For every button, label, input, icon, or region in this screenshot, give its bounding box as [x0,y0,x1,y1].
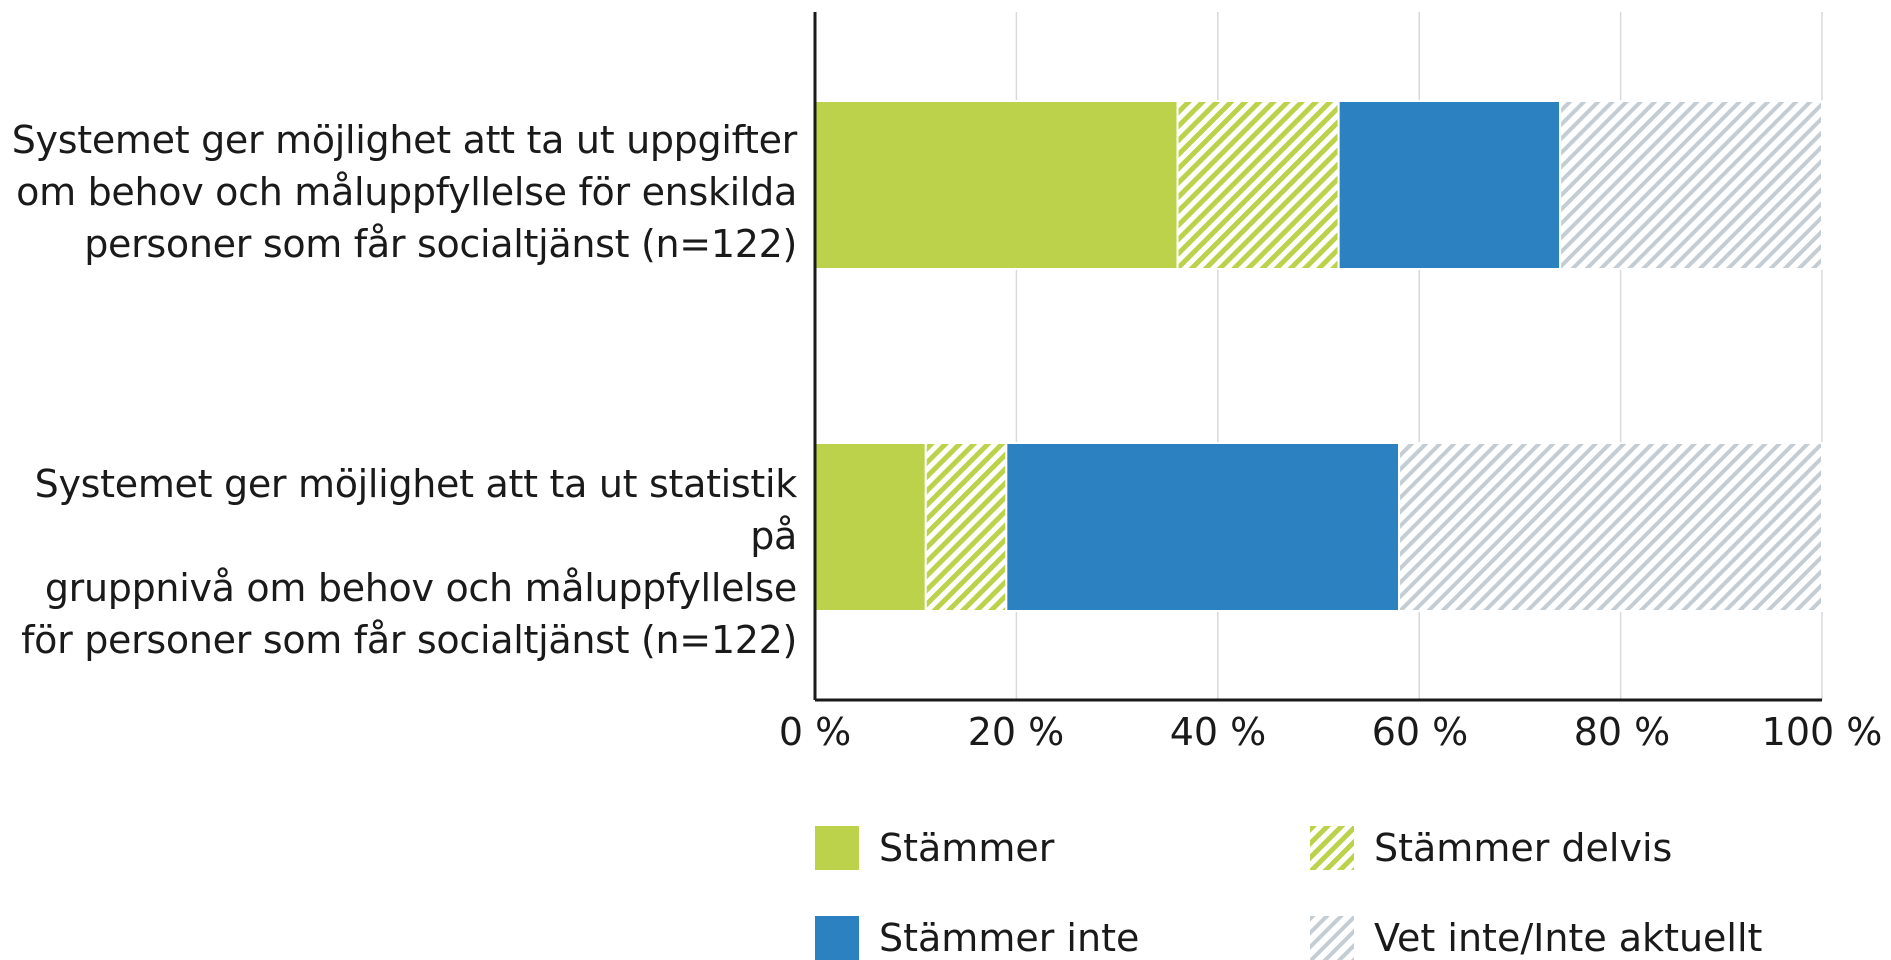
category-label-2-line-2: gruppnivå om behov och måluppfyllelse [44,566,797,610]
legend-label-stammer-delvis: Stämmer delvis [1374,826,1673,870]
x-tick-label-60: 60 % [1371,710,1469,754]
category-label-1: Systemet ger möjlighet att ta ut uppgift… [0,114,798,270]
legend-swatch-stammer-delvis [1310,826,1354,870]
bar-segment-cat1-series3 [1337,100,1562,270]
legend-item-stammer-delvis: Stämmer delvis [1310,826,1672,870]
x-tick-label-40: 40 % [1169,710,1267,754]
legend-label-stammer-inte: Stämmer inte [879,916,1140,960]
bar-segment-cat2-series2 [924,442,1008,612]
legend-label-vet-inte: Vet inte/Inte aktuellt [1374,916,1763,960]
legend-swatch-stammer [815,826,859,870]
x-tick-label-20: 20 % [967,710,1065,754]
category-label-1-line-2: om behov och måluppfyllelse för enskilda [16,170,797,214]
legend-label-stammer: Stämmer [879,826,1055,870]
legend-item-vet-inte: Vet inte/Inte aktuellt [1310,916,1762,960]
bar-segment-cat1-series2 [1176,100,1340,270]
legend-swatch-vet-inte [1310,916,1354,960]
x-tick-label-80: 80 % [1573,710,1671,754]
category-label-1-line-1: Systemet ger möjlighet att ta ut uppgift… [11,118,798,162]
bars [814,100,1824,612]
category-label-2-line-1: Systemet ger möjlighet att ta ut statist… [34,462,798,558]
bar-segment-cat2-series3 [1005,442,1401,612]
category-label-2-line-3: för personer som får socialtjänst (n=122… [21,618,797,662]
legend-item-stammer-inte: Stämmer inte [815,916,1139,960]
legend-item-stammer: Stämmer [815,826,1054,870]
category-label-1-line-3: personer som får socialtjänst (n=122) [84,222,797,266]
x-tick-label-0: 0 % [778,710,852,754]
bar-segment-cat2-series1 [814,442,927,612]
bar-segment-cat1-series1 [814,100,1179,270]
bar-segment-cat1-series4 [1559,100,1824,270]
category-label-2: Systemet ger möjlighet att ta ut statist… [0,458,797,666]
legend-swatch-stammer-inte [815,916,859,960]
axes [813,12,1822,702]
bar-segment-cat2-series4 [1398,442,1824,612]
x-tick-label-100: 100 % [1761,710,1883,754]
